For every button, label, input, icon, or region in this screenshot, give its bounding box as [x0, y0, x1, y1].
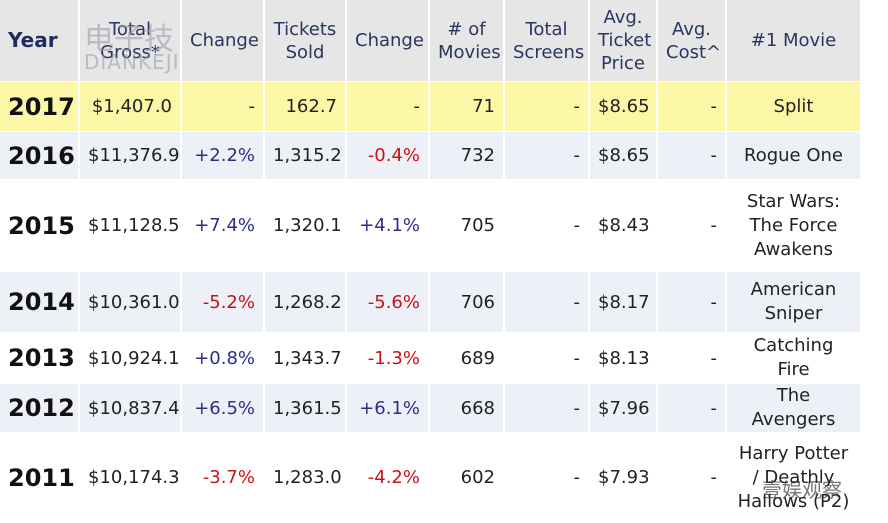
data-cell: 705 — [430, 180, 505, 272]
data-cell: - — [658, 433, 727, 523]
header-cell: Total Screens — [505, 0, 590, 82]
data-cell: +6.5% — [182, 384, 265, 433]
data-cell: - — [182, 82, 265, 132]
data-cell: 668 — [430, 384, 505, 433]
movie-cell: Rogue One — [727, 132, 862, 180]
movie-cell: Harry Potter / Deathly Hallows (P2) — [727, 433, 862, 523]
table-row: 2013 $10,924.1 +0.8% 1,343.7 -1.3% 689- $8.13-… — [0, 333, 862, 384]
data-cell: - — [658, 132, 727, 180]
data-cell: - — [505, 333, 590, 384]
header-cell: Change — [347, 0, 430, 82]
data-cell: $10,837.4 — [80, 384, 182, 433]
data-cell: -5.2% — [182, 272, 265, 333]
data-cell: $10,174.3 — [80, 433, 182, 523]
data-cell: +0.8% — [182, 333, 265, 384]
data-cell: 1,343.7 — [265, 333, 347, 384]
data-cell: -4.2% — [347, 433, 430, 523]
data-cell: -0.4% — [347, 132, 430, 180]
year-cell: 2016 — [0, 132, 80, 180]
header-cell: Total Gross* — [80, 0, 182, 82]
year-cell: 2011 — [0, 433, 80, 523]
year-cell: 2017 — [0, 82, 80, 132]
data-cell: -5.6% — [347, 272, 430, 333]
header-cell: #1 Movie — [727, 0, 862, 82]
data-cell: - — [505, 384, 590, 433]
data-cell: $1,407.0 — [80, 82, 182, 132]
data-cell: $8.65 — [590, 132, 658, 180]
table-row: 2016 $11,376.9 +2.2% 1,315.2 -0.4% 732- $8.65-… — [0, 132, 862, 180]
header-cell: Tickets Sold — [265, 0, 347, 82]
data-cell: 1,315.2 — [265, 132, 347, 180]
box-office-table: Year Total Gross* Change Tickets Sold Change… — [0, 0, 862, 523]
data-cell: -1.3% — [347, 333, 430, 384]
data-cell: 706 — [430, 272, 505, 333]
header-cell: Change — [182, 0, 265, 82]
year-cell: 2015 — [0, 180, 80, 272]
data-cell: 1,283.0 — [265, 433, 347, 523]
data-cell: - — [658, 384, 727, 433]
data-cell: - — [658, 180, 727, 272]
data-cell: $8.65 — [590, 82, 658, 132]
data-cell: -3.7% — [182, 433, 265, 523]
movie-cell: Split — [727, 82, 862, 132]
data-cell: - — [347, 82, 430, 132]
data-cell: +7.4% — [182, 180, 265, 272]
data-cell: $7.96 — [590, 384, 658, 433]
data-cell: $8.17 — [590, 272, 658, 333]
movie-cell: American Sniper — [727, 272, 862, 333]
data-cell: 162.7 — [265, 82, 347, 132]
data-cell: - — [505, 433, 590, 523]
header-row: Year Total Gross* Change Tickets Sold Change… — [0, 0, 862, 82]
movie-cell: The Avengers — [727, 384, 862, 433]
data-cell: $10,924.1 — [80, 333, 182, 384]
data-cell: - — [658, 272, 727, 333]
data-cell: $8.43 — [590, 180, 658, 272]
table-row: 2012 $10,837.4 +6.5% 1,361.5 +6.1% 668- $7.96-… — [0, 384, 862, 433]
data-cell: 602 — [430, 433, 505, 523]
data-cell: $11,376.9 — [80, 132, 182, 180]
data-cell: 732 — [430, 132, 505, 180]
table-body: 2017 $1,407.0-162.7-71- $8.65- Split 2016 $11… — [0, 82, 862, 523]
data-cell: - — [505, 82, 590, 132]
data-cell: $10,361.0 — [80, 272, 182, 333]
data-cell: 1,268.2 — [265, 272, 347, 333]
table-row: 2015 $11,128.5 +7.4% 1,320.1 +4.1% 705- $8.43-… — [0, 180, 862, 272]
data-cell: 689 — [430, 333, 505, 384]
table-row: 2017 $1,407.0-162.7-71- $8.65- Split — [0, 82, 862, 132]
header-cell: Year — [0, 0, 80, 82]
header-cell: # of Movies — [430, 0, 505, 82]
movie-cell: Star Wars: The Force Awakens — [727, 180, 862, 272]
data-cell: 1,320.1 — [265, 180, 347, 272]
data-cell: $8.13 — [590, 333, 658, 384]
data-cell: - — [658, 82, 727, 132]
data-cell: - — [505, 272, 590, 333]
header-cell: Avg. Cost^ — [658, 0, 727, 82]
data-cell: 71 — [430, 82, 505, 132]
data-cell: - — [505, 180, 590, 272]
year-cell: 2014 — [0, 272, 80, 333]
table-row: 2011 $10,174.3 -3.7% 1,283.0 -4.2% 602- $7.93-… — [0, 433, 862, 523]
data-cell: $11,128.5 — [80, 180, 182, 272]
year-cell: 2013 — [0, 333, 80, 384]
data-cell: - — [505, 132, 590, 180]
year-cell: 2012 — [0, 384, 80, 433]
table-row: 2014 $10,361.0 -5.2% 1,268.2 -5.6% 706- $8.17-… — [0, 272, 862, 333]
data-cell: 1,361.5 — [265, 384, 347, 433]
movie-cell: Catching Fire — [727, 333, 862, 384]
data-cell: +6.1% — [347, 384, 430, 433]
header-cell: Avg. Ticket Price — [590, 0, 658, 82]
data-cell: +4.1% — [347, 180, 430, 272]
data-cell: +2.2% — [182, 132, 265, 180]
data-cell: $7.93 — [590, 433, 658, 523]
data-cell: - — [658, 333, 727, 384]
